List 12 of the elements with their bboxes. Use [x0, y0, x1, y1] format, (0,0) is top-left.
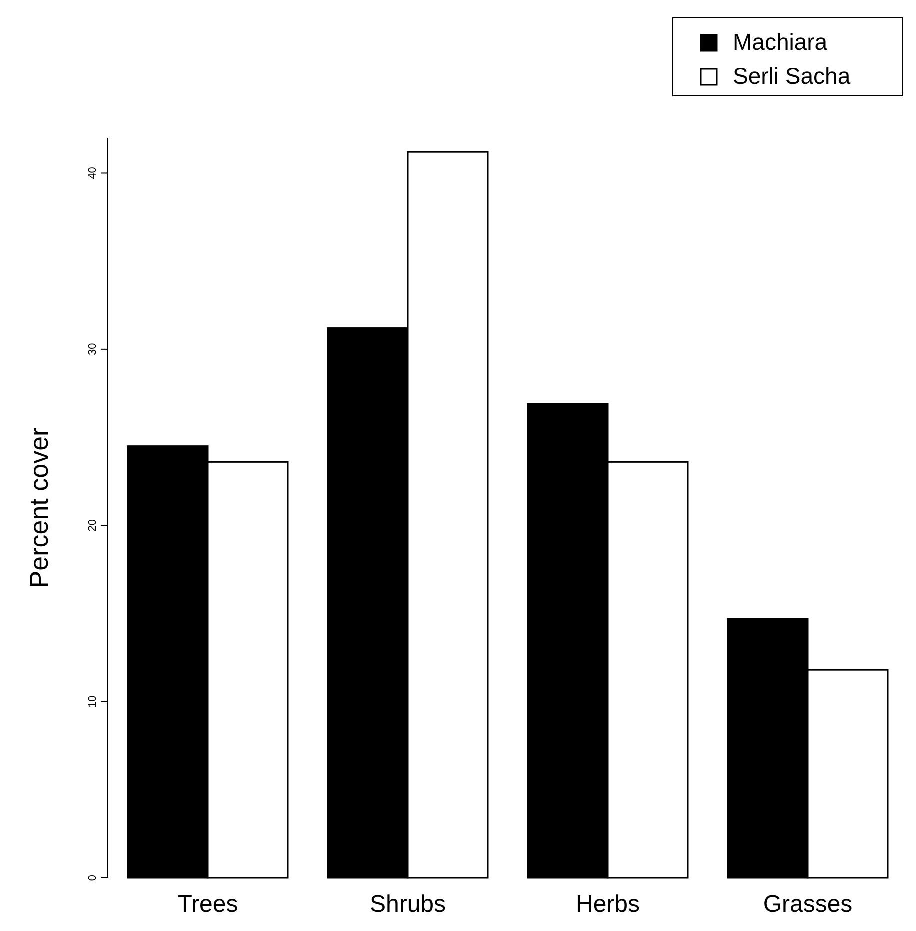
- y-tick-label: 30: [87, 343, 99, 356]
- y-tick-label: 10: [87, 696, 99, 708]
- x-tick-label: Trees: [178, 891, 238, 918]
- y-tick-label: 20: [87, 519, 99, 532]
- y-axis-title: Percent cover: [24, 427, 54, 588]
- y-tick-label: 0: [87, 874, 99, 882]
- legend-label: Machiara: [733, 29, 828, 55]
- y-tick-label: 40: [87, 167, 99, 180]
- x-tick-label: Shrubs: [370, 891, 446, 918]
- legend-label: Serli Sacha: [733, 63, 851, 89]
- x-tick-label: Herbs: [576, 891, 640, 918]
- x-tick-label: Grasses: [763, 891, 853, 918]
